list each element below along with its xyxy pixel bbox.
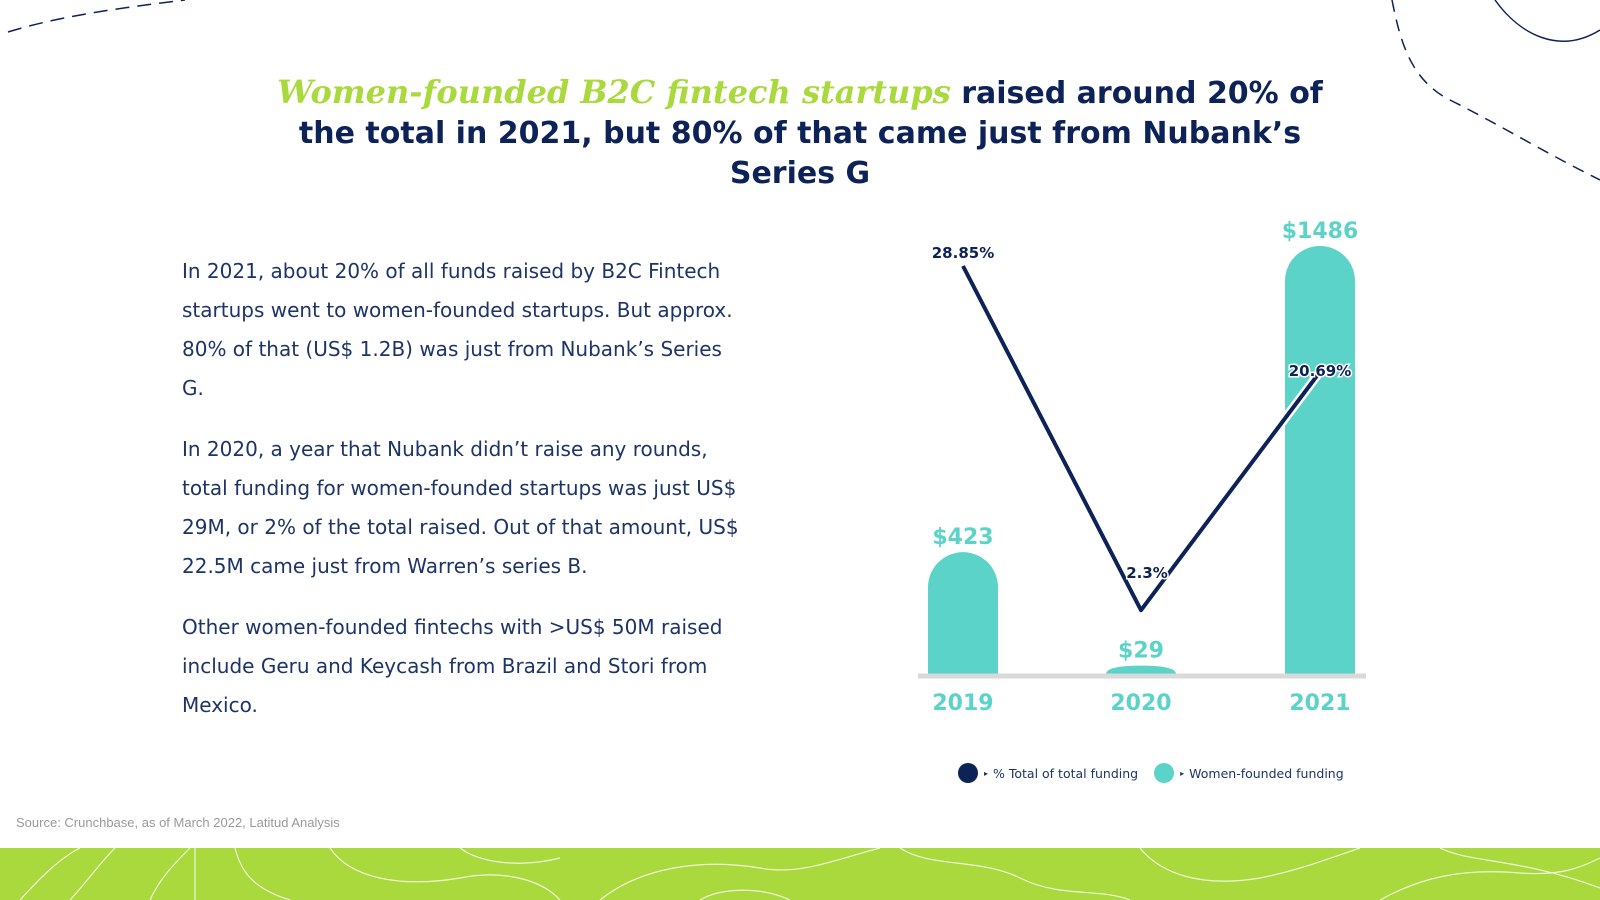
- legend-arrow-icon: ▸: [984, 768, 989, 778]
- legend-line-swatch: [958, 763, 978, 783]
- line-halo: [959, 263, 1324, 615]
- bar-2020: [1106, 665, 1176, 674]
- bar-value-label-2021: $1486: [1282, 219, 1359, 244]
- source-note: Source: Crunchbase, as of March 2022, La…: [16, 815, 340, 830]
- footer-band: [0, 848, 1600, 900]
- chart-legend: ▸ % Total of total funding ▸ Women-found…: [958, 763, 1360, 783]
- legend-item-line: ▸ % Total of total funding: [958, 763, 1138, 783]
- legend-bar-label: Women-founded funding: [1189, 765, 1344, 781]
- decorative-dashed-curves: [7, 0, 1600, 181]
- bar-value-label-2020: $29: [1118, 639, 1164, 664]
- title-highlight: Women-founded B2C fintech startups: [277, 73, 951, 111]
- line-value-label-2019: 28.85%: [932, 244, 994, 262]
- bar-2021: [1285, 246, 1355, 674]
- x-tick-label-2019: 2019: [932, 691, 993, 716]
- x-tick-label-2021: 2021: [1289, 691, 1350, 716]
- line-series-pct-total: [961, 265, 1322, 613]
- bar-value-label-2019: $423: [932, 525, 993, 550]
- legend-item-bar: ▸ Women-founded funding: [1154, 763, 1344, 783]
- title-rest: raised around 20% of the total in 2021, …: [298, 76, 1323, 191]
- legend-arrow-icon: ▸: [1180, 768, 1185, 778]
- legend-bar-swatch: [1154, 763, 1175, 783]
- paragraph-2020: In 2020, a year that Nubank didn’t raise…: [182, 437, 739, 578]
- bar-2019: [928, 552, 998, 674]
- line-value-label-2020: 2.3%: [1126, 564, 1168, 582]
- page-title: Women-founded B2C fintech startups raise…: [270, 72, 1330, 194]
- body-text: In 2021, about 20% of all funds raised b…: [182, 252, 742, 747]
- legend-line-label: % Total of total funding: [993, 765, 1139, 781]
- footer-topo-lines: [19, 848, 1600, 900]
- funding-chart: $423 $29 $1486 2019 2020 2021 28.85% 2.3% 20.69%: [918, 219, 1366, 716]
- x-tick-label-2020: 2020: [1110, 691, 1171, 716]
- paragraph-2021: In 2021, about 20% of all funds raised b…: [182, 259, 733, 400]
- line-value-label-2021: 20.69%: [1289, 362, 1351, 380]
- paragraph-others: Other women-founded fintechs with >US$ 5…: [182, 615, 723, 717]
